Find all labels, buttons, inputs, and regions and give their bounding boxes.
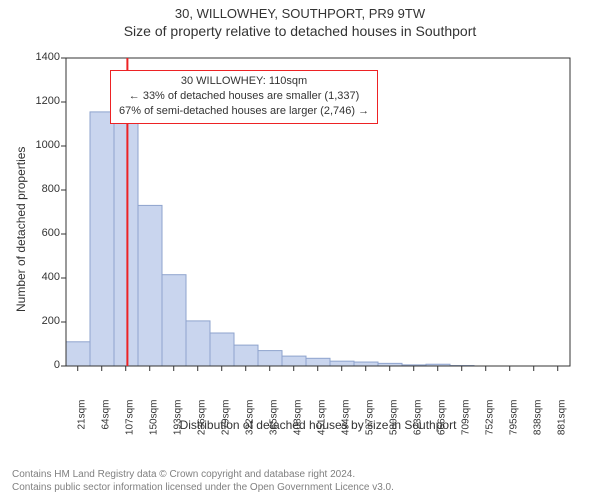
copyright-notice: Contains HM Land Registry data © Crown c… xyxy=(12,468,394,494)
callout-line-2: ← 33% of detached houses are smaller (1,… xyxy=(119,89,369,104)
y-tick-label: 1200 xyxy=(26,95,60,107)
histogram-bar xyxy=(330,361,354,366)
x-tick-label: 193sqm xyxy=(172,400,183,444)
y-tick-label: 600 xyxy=(26,227,60,239)
x-tick-label: 580sqm xyxy=(388,400,399,444)
chart-container: 30, WILLOWHEY, SOUTHPORT, PR9 9TW Size o… xyxy=(0,0,600,500)
y-tick-label: 0 xyxy=(26,359,60,371)
histogram-bar xyxy=(234,345,258,366)
histogram-bar xyxy=(162,275,186,366)
histogram-bar xyxy=(186,321,210,366)
x-tick-label: 494sqm xyxy=(340,400,351,444)
copyright-line-2: Contains public sector information licen… xyxy=(12,481,394,494)
y-tick-label: 800 xyxy=(26,183,60,195)
chart-supertitle: 30, WILLOWHEY, SOUTHPORT, PR9 9TW xyxy=(0,0,600,21)
x-tick-label: 666sqm xyxy=(436,400,447,444)
callout-line-3: 67% of semi-detached houses are larger (… xyxy=(119,104,369,119)
y-tick-label: 200 xyxy=(26,315,60,327)
x-tick-label: 236sqm xyxy=(196,400,207,444)
x-tick-label: 322sqm xyxy=(244,400,255,444)
x-tick-label: 752sqm xyxy=(484,400,495,444)
x-tick-label: 365sqm xyxy=(268,400,279,444)
x-tick-label: 107sqm xyxy=(124,400,135,444)
x-tick-label: 623sqm xyxy=(412,400,423,444)
histogram-bar xyxy=(306,358,330,366)
histogram-bar xyxy=(90,112,114,366)
x-tick-label: 21sqm xyxy=(76,400,87,444)
histogram-bar xyxy=(210,333,234,366)
histogram-bar xyxy=(282,356,306,366)
copyright-line-1: Contains HM Land Registry data © Crown c… xyxy=(12,468,394,481)
histogram-bar xyxy=(138,205,162,366)
histogram-bar xyxy=(66,342,90,366)
x-tick-label: 881sqm xyxy=(556,400,567,444)
y-tick-label: 400 xyxy=(26,271,60,283)
x-tick-label: 537sqm xyxy=(364,400,375,444)
x-tick-label: 279sqm xyxy=(220,400,231,444)
y-tick-label: 1000 xyxy=(26,139,60,151)
x-tick-label: 838sqm xyxy=(532,400,543,444)
x-tick-label: 451sqm xyxy=(316,400,327,444)
chart-area: Number of detached properties Distributi… xyxy=(0,44,600,444)
histogram-bar xyxy=(114,111,138,366)
x-tick-label: 64sqm xyxy=(100,400,111,444)
x-tick-label: 795sqm xyxy=(508,400,519,444)
x-tick-label: 709sqm xyxy=(460,400,471,444)
histogram-bar xyxy=(258,351,282,366)
histogram-bar xyxy=(354,362,378,366)
callout-box: 30 WILLOWHEY: 110sqm ← 33% of detached h… xyxy=(110,70,378,124)
x-tick-label: 408sqm xyxy=(292,400,303,444)
chart-title: Size of property relative to detached ho… xyxy=(0,21,600,39)
x-tick-label: 150sqm xyxy=(148,400,159,444)
y-tick-label: 1400 xyxy=(26,51,60,63)
callout-line-1: 30 WILLOWHEY: 110sqm xyxy=(119,74,369,89)
